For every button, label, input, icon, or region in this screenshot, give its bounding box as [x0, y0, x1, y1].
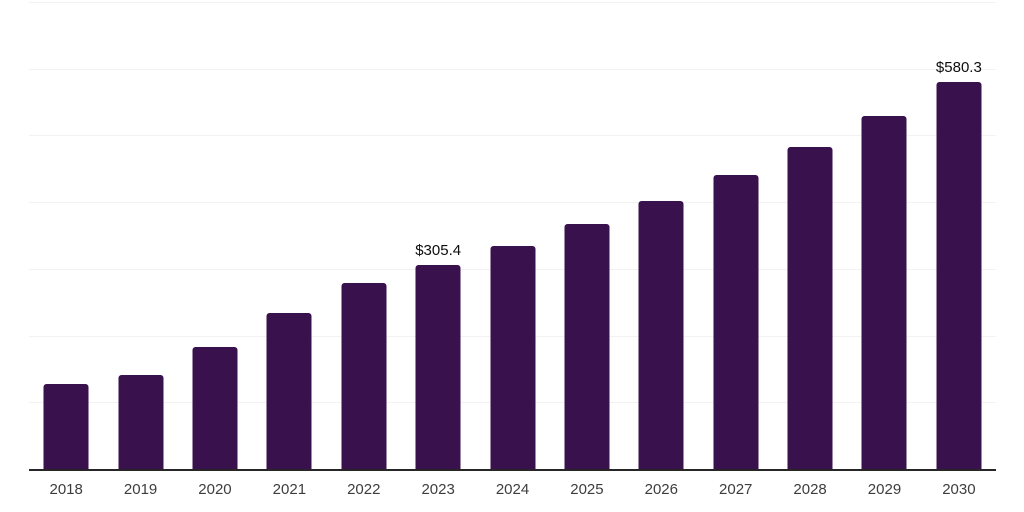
bar-slot-2030: $580.3 [922, 2, 996, 469]
x-axis-tick-labels: 2018 2019 2020 2021 2022 2023 2024 2025 2026 2027… [29, 481, 996, 498]
gridline-500 [29, 135, 996, 136]
x-tick-label-2019: 2019 [123, 481, 158, 498]
bar-2026 [638, 200, 684, 469]
bar-2028 [787, 146, 833, 469]
bar-2030 [936, 81, 982, 469]
x-tick-label-2030: 2030 [942, 481, 976, 498]
bar-2029 [861, 115, 907, 469]
x-tick-label-2022: 2022 [347, 481, 381, 498]
bar-slot-2024 [475, 2, 549, 469]
x-tick-label-2027: 2027 [719, 481, 753, 498]
bar-slot-2028 [773, 2, 847, 469]
x-tick-label-2021: 2021 [272, 481, 307, 498]
gridline-600 [29, 69, 996, 70]
bar-slot-2026 [624, 2, 698, 469]
x-tick-label-2024: 2024 [495, 481, 530, 498]
x-tick-label-2025: 2025 [570, 481, 604, 498]
bar-slot-2023: $305.4 [401, 2, 475, 469]
bar-slot-2021 [252, 2, 326, 469]
bar-2024 [490, 245, 536, 469]
bar-slot-2027 [699, 2, 773, 469]
bar-slot-2018 [29, 2, 103, 469]
bar-2027 [713, 174, 759, 469]
plot-area: $305.4 $580.3 [29, 2, 996, 471]
bar-2025 [564, 224, 610, 469]
gridline-700 [29, 2, 996, 3]
x-tick-label-2028: 2028 [793, 481, 827, 498]
bar-2019 [118, 375, 164, 469]
value-label-2023: $305.4 [415, 242, 462, 260]
value-label-2030: $580.3 [935, 58, 982, 76]
bar-slot-2025 [550, 2, 624, 469]
x-tick-label-2023: 2023 [421, 481, 455, 498]
bar-2018 [43, 384, 89, 469]
bar-series: $305.4 $580.3 [29, 2, 996, 469]
bar-2023 [415, 265, 461, 469]
bar-2020 [192, 347, 238, 469]
x-tick-label-2026: 2026 [644, 481, 678, 498]
bar-2021 [266, 312, 312, 469]
bar-slot-2022 [327, 2, 401, 469]
x-tick-label-2020: 2020 [198, 481, 232, 498]
bar-slot-2029 [847, 2, 921, 469]
bar-2022 [341, 282, 387, 469]
gridline-400 [29, 202, 996, 203]
bar-slot-2019 [103, 2, 177, 469]
x-tick-label-2029: 2029 [867, 481, 902, 498]
x-tick-label-2018: 2018 [49, 481, 83, 498]
bar-slot-2020 [178, 2, 252, 469]
